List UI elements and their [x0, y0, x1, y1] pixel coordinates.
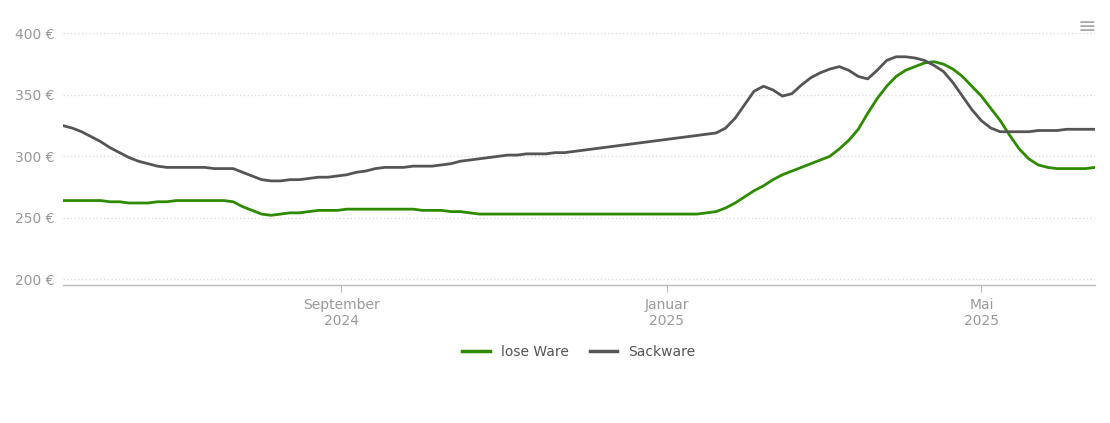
Text: ≡: ≡ [1078, 17, 1097, 37]
Legend: lose Ware, Sackware: lose Ware, Sackware [456, 340, 702, 365]
